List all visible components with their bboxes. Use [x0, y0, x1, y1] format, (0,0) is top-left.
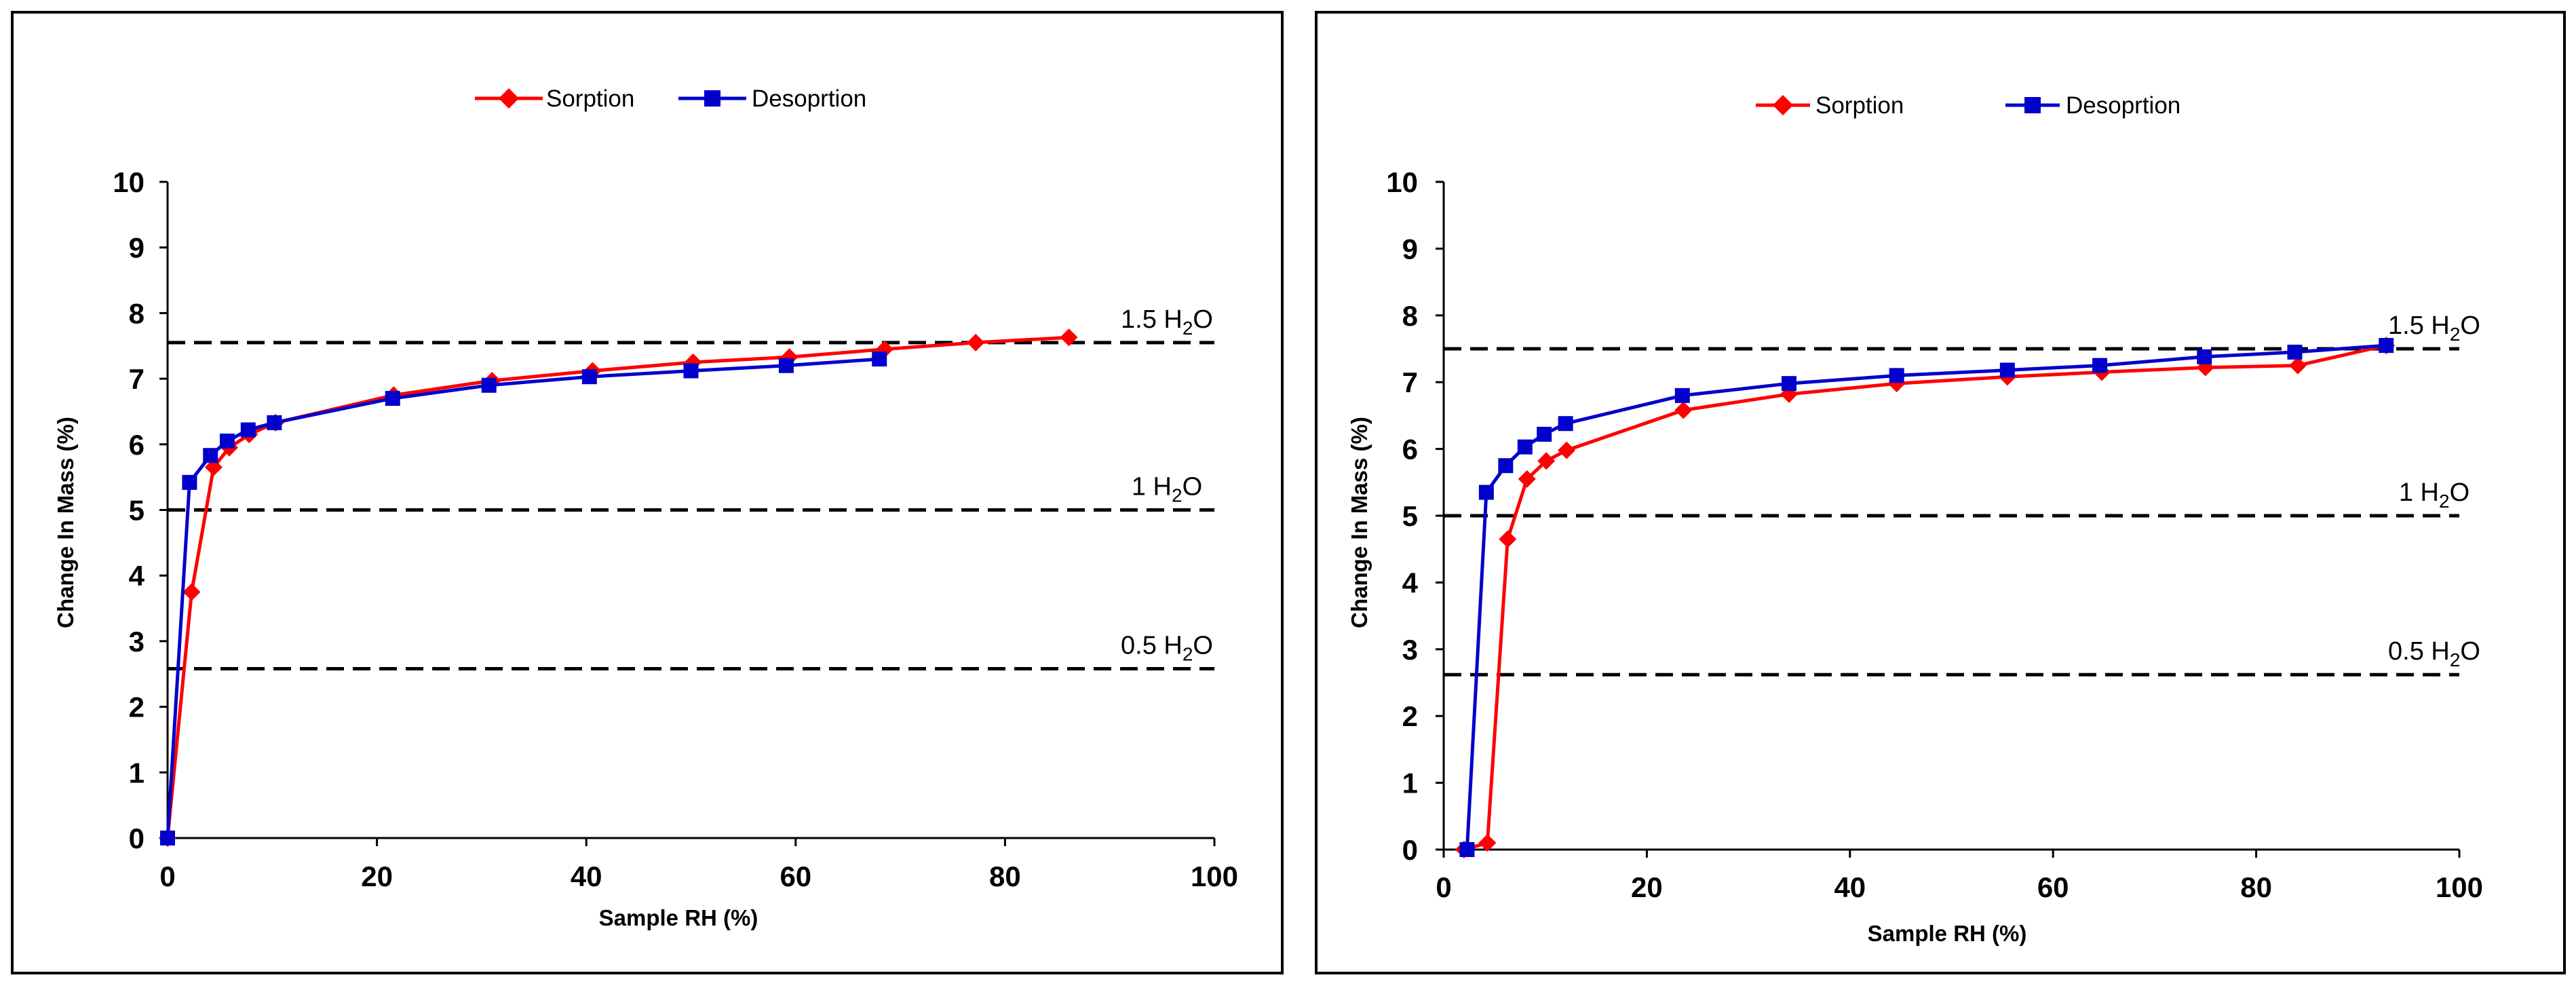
data-point-desoprtion [872, 352, 887, 367]
y-tick-label: 3 [129, 626, 145, 658]
data-point-desoprtion [1478, 484, 1494, 500]
data-point-desoprtion [581, 369, 597, 385]
panel-border [1315, 11, 2566, 974]
x-tick-label: 100 [2436, 871, 2483, 903]
y-axis-title: Change In Mass (%) [53, 417, 78, 628]
data-point-sorption [967, 333, 985, 352]
data-point-sorption [1499, 530, 1517, 548]
x-tick-label: 60 [2037, 871, 2069, 903]
data-point-sorption [2288, 356, 2307, 375]
legend-label-sorption: Sorption [1815, 92, 1904, 119]
data-point-sorption [182, 583, 201, 601]
legend-label-sorption: Sorption [546, 86, 634, 112]
legend-marker-sorption [1773, 95, 1793, 115]
data-point-sorption [1060, 328, 1078, 347]
series-line-sorption [1463, 343, 2387, 852]
data-point-sorption [1674, 401, 1693, 419]
x-tick-label: 40 [1834, 871, 1866, 903]
legend-marker-desorption [704, 90, 720, 107]
data-point-desoprtion [1517, 439, 1533, 455]
data-point-desoprtion [2379, 338, 2394, 354]
y-tick-label: 5 [1402, 500, 1418, 532]
data-point-desoprtion [683, 363, 699, 379]
hydrate-reference-label: 1 H2O [1132, 473, 1202, 506]
x-tick-label: 100 [1191, 860, 1238, 892]
data-point-desoprtion [182, 474, 197, 490]
hydrate-reference-label: 1 H2O [2399, 478, 2469, 512]
data-point-desoprtion [1537, 426, 1552, 442]
data-point-desoprtion [160, 831, 175, 846]
data-point-desoprtion [1674, 387, 1690, 403]
y-tick-label: 6 [129, 429, 145, 461]
y-tick-label: 10 [1386, 166, 1418, 198]
data-point-desoprtion [2287, 344, 2303, 360]
y-tick-label: 10 [113, 166, 145, 198]
data-point-sorption [1558, 441, 1576, 459]
y-tick-label: 3 [1402, 634, 1418, 666]
data-point-desoprtion [219, 433, 235, 449]
panel-border [11, 11, 1284, 974]
y-tick-label: 5 [129, 495, 145, 527]
x-tick-label: 40 [571, 860, 602, 892]
y-tick-label: 0 [129, 822, 145, 854]
data-point-sorption [1537, 452, 1556, 470]
y-tick-label: 7 [1402, 366, 1418, 398]
data-point-sorption [1478, 834, 1497, 852]
x-tick-label: 0 [1436, 871, 1451, 903]
data-point-desoprtion [1999, 362, 2015, 378]
x-tick-label: 80 [2240, 871, 2272, 903]
y-tick-label: 2 [1402, 700, 1418, 732]
data-point-desoprtion [1498, 458, 1514, 474]
y-tick-label: 6 [1402, 434, 1418, 466]
hydrate-reference-label: 1.5 H2O [2388, 311, 2480, 345]
legend-marker-sorption [499, 88, 519, 109]
legend-label-desorption: Desoprtion [2066, 92, 2180, 119]
legend: Sorption Desoprtion [1756, 92, 2180, 119]
data-point-desoprtion [1558, 416, 1573, 432]
y-tick-label: 8 [1402, 300, 1418, 332]
data-point-desoprtion [2092, 358, 2108, 373]
legend-label-desorption: Desoprtion [752, 86, 866, 112]
data-point-desoprtion [240, 422, 256, 438]
y-tick-label: 7 [129, 363, 145, 395]
y-tick-label: 0 [1402, 834, 1418, 866]
data-point-desoprtion [203, 448, 218, 463]
x-tick-label: 60 [780, 860, 811, 892]
legend: Sorption Desoprtion [475, 86, 866, 112]
x-tick-label: 0 [159, 860, 175, 892]
y-tick-label: 4 [1402, 567, 1419, 598]
x-axis-title: Sample RH (%) [1868, 921, 2027, 946]
x-tick-label: 80 [989, 860, 1021, 892]
y-tick-label: 9 [129, 232, 145, 264]
legend-marker-desorption [2024, 97, 2041, 113]
x-tick-label: 20 [1631, 871, 1663, 903]
data-point-desoprtion [385, 391, 400, 406]
data-point-desoprtion [1889, 368, 1904, 383]
y-tick-label: 2 [129, 691, 145, 723]
hydrate-reference-label: 1.5 H2O [1121, 305, 1213, 339]
y-tick-label: 9 [1402, 233, 1418, 265]
data-point-desoprtion [1459, 842, 1475, 857]
data-point-desoprtion [1781, 376, 1796, 392]
x-axis-title: Sample RH (%) [599, 905, 758, 930]
hydrate-reference-label: 0.5 H2O [2388, 637, 2480, 670]
data-point-desoprtion [778, 358, 794, 373]
x-tick-label: 20 [361, 860, 393, 892]
data-point-desoprtion [481, 377, 497, 393]
data-point-desoprtion [267, 415, 282, 430]
data-point-sorption [1518, 470, 1536, 488]
hydrate-reference-label: 0.5 H2O [1121, 632, 1213, 665]
y-tick-label: 1 [129, 757, 145, 788]
y-tick-label: 1 [1402, 767, 1418, 799]
y-tick-label: 8 [129, 297, 145, 329]
data-point-desoprtion [2197, 349, 2212, 364]
y-tick-label: 4 [129, 560, 145, 592]
y-axis-title: Change In Mass (%) [1347, 417, 1372, 628]
